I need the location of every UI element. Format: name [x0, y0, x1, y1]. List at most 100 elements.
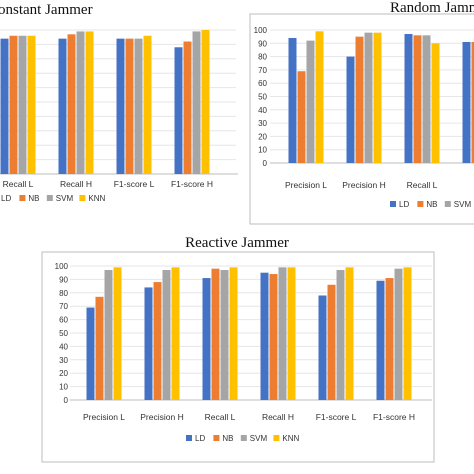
bar-knn: [403, 267, 412, 400]
legend-label: LD: [399, 200, 409, 209]
y-tick-label: 70: [59, 302, 68, 311]
bar-svm: [278, 267, 287, 400]
legend-label: NB: [426, 200, 437, 209]
legend-label: LD: [1, 194, 11, 203]
bar-ld: [462, 41, 471, 163]
y-tick-label: 50: [258, 93, 267, 102]
legend-label: NB: [28, 194, 39, 203]
x-tick-label: Precision H: [342, 180, 385, 190]
legend-swatch: [186, 435, 192, 441]
bar-ld: [116, 38, 125, 174]
bar-nb: [269, 274, 278, 400]
category-labels: Recall L Recall H F1-score L F1-score H: [3, 179, 213, 189]
y-tick-label: 80: [258, 53, 267, 62]
chart-title: Random Jamm: [390, 0, 474, 16]
x-tick-label: Recall H: [262, 412, 294, 422]
constant-jammer-chart: onstant Jammer Recall L Recall H F1-score …: [0, 2, 238, 203]
bar-svm: [162, 270, 171, 400]
legend-label: SVM: [250, 434, 268, 443]
x-tick-label: F1-score H: [171, 179, 213, 189]
bar-svm: [192, 31, 201, 174]
bar-svm: [394, 268, 403, 400]
legend-swatch: [19, 195, 26, 201]
bar-knn: [201, 30, 210, 174]
y-tick-label: 100: [254, 26, 268, 35]
bar-group: [288, 31, 474, 164]
legend-label: KNN: [88, 194, 105, 203]
bar-svm: [364, 32, 373, 163]
y-tick-label: 20: [258, 132, 267, 141]
bar-svm: [134, 38, 143, 174]
legend-swatch: [213, 435, 220, 441]
legend-swatch: [444, 201, 451, 207]
chart-title: Reactive Jammer: [185, 235, 289, 251]
chart-title: onstant Jammer: [0, 2, 93, 18]
bar-ld: [318, 295, 327, 400]
bar-knn: [85, 31, 94, 174]
y-tick-label: 0: [263, 159, 268, 168]
x-tick-label: Recall L: [3, 179, 34, 189]
bar-ld: [0, 38, 9, 174]
y-tick-label: 60: [258, 79, 267, 88]
legend-label: SVM: [56, 194, 74, 203]
bar-knn: [431, 43, 440, 163]
legend-label: KNN: [282, 434, 299, 443]
x-tick-label: Recall L: [205, 412, 236, 422]
bar-ld: [144, 287, 153, 400]
y-tick-label: 70: [258, 66, 267, 75]
legend-swatch: [390, 201, 396, 207]
bar-nb: [67, 34, 76, 174]
bar-svm: [220, 270, 229, 400]
chart-frame: [249, 13, 474, 225]
legend: LD NB SVM KNN: [1, 194, 106, 203]
bar-knn: [287, 267, 296, 400]
y-tick-label: 80: [59, 289, 68, 298]
bar-knn: [373, 32, 382, 163]
y-tick-label: 30: [59, 356, 68, 365]
legend-swatch: [273, 435, 280, 441]
bar-knn: [315, 31, 324, 163]
bar-svm: [18, 35, 27, 175]
bar-ld: [288, 37, 297, 164]
bar-nb: [471, 41, 474, 163]
bar-group: [86, 267, 412, 400]
bar-ld: [346, 56, 355, 163]
x-tick-label: Recall H: [60, 179, 92, 189]
y-tick-label: 40: [59, 342, 68, 351]
y-tick-label: 0: [64, 396, 69, 405]
bar-svm: [336, 270, 345, 400]
bar-ld: [260, 272, 269, 400]
bar-svm: [422, 35, 431, 163]
legend-label: NB: [222, 434, 233, 443]
bar-nb: [413, 35, 422, 163]
random-jammer-chart: Random Jamm 0 10 20 30 40 50 60 70 80 90 100 Preci…: [249, 0, 474, 225]
bar-ld: [58, 38, 67, 174]
y-tick-label: 60: [59, 316, 68, 325]
bar-nb: [211, 268, 220, 400]
y-tick-label: 100: [55, 262, 69, 271]
bar-nb: [297, 71, 306, 163]
legend-label: LD: [195, 434, 205, 443]
bar-ld: [404, 33, 413, 163]
y-tick-label: 90: [258, 39, 267, 48]
x-tick-label: F1-score L: [316, 412, 357, 422]
legend: LD NB SVM KNN: [186, 434, 300, 443]
x-tick-label: Precision L: [285, 180, 327, 190]
bar-ld: [202, 278, 211, 400]
legend-swatch: [46, 195, 53, 201]
x-tick-label: F1-score L: [114, 179, 155, 189]
y-tick-labels: 0 10 20 30 40 50 60 70 80 90 100: [254, 26, 268, 168]
legend-swatch: [417, 201, 424, 207]
category-labels: Precision L Precision H Recall L Recall H F1…: [83, 412, 415, 422]
bar-knn: [113, 267, 122, 400]
bar-nb: [385, 278, 394, 400]
x-tick-label: F1-score H: [373, 412, 415, 422]
reactive-jammer-chart: Reactive Jammer 0 10 20 30 40 50 60 70 80 90 100 P…: [41, 235, 435, 463]
bar-svm: [306, 40, 315, 163]
x-tick-label: Precision H: [140, 412, 183, 422]
y-tick-label: 10: [258, 146, 267, 155]
bar-knn: [345, 267, 354, 400]
